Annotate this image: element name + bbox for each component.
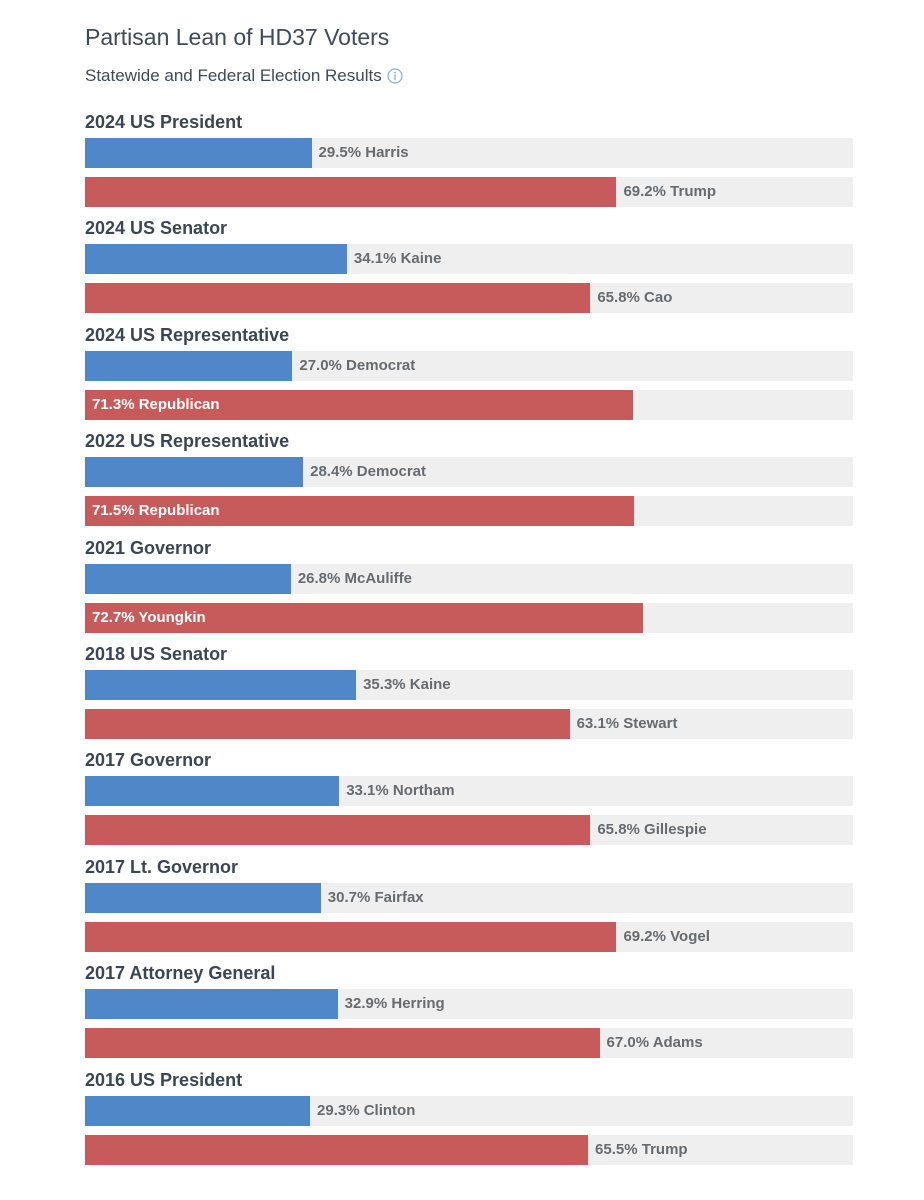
democrat-bar-track: 34.1% Kaine — [85, 244, 853, 275]
republican-bar-track: 72.7% Youngkin — [85, 602, 853, 633]
republican-data-label: 65.8% Gillespie — [597, 821, 707, 839]
race-group: 2022 US Representative 28.4% Democrat 71.5… — [85, 429, 853, 535]
race-title: 2017 Lt. Governor — [85, 856, 239, 877]
info-circle-icon[interactable] — [387, 68, 403, 84]
race-title: 2017 Governor — [85, 750, 212, 771]
democrat-bar-track: 27.0% Democrat — [85, 350, 853, 381]
republican-data-label: 65.5% Trump — [595, 1140, 688, 1158]
democrat-data-label: 34.1% Kaine — [353, 250, 442, 268]
democrat-data-label: 32.9% Herring — [344, 995, 445, 1013]
democrat-bar — [85, 776, 340, 807]
democrat-data-label: 26.8% McAuliffe — [297, 569, 413, 587]
race-group: 2024 US President 29.5% Harris 69.2% Trump — [85, 110, 853, 216]
race-title: 2024 US President — [85, 112, 243, 132]
info-circle-icon-svg — [387, 68, 403, 84]
race-title: 2022 US Representative — [85, 431, 290, 452]
race-group: 2018 US Senator 35.3% Kaine 63.1% Stewart — [85, 642, 853, 748]
republican-bar — [85, 283, 591, 314]
republican-bar-track: 65.8% Gillespie — [85, 815, 853, 846]
democrat-data-label: 35.3% Kaine — [363, 675, 451, 693]
race-title: 2021 Governor — [85, 537, 212, 558]
democrat-bar-track: 29.3% Clinton — [85, 1095, 853, 1126]
race-group: 2017 Lt. Governor 30.7% Fairfax 69.2% Voge… — [85, 855, 853, 961]
republican-bar-track: 65.5% Trump — [85, 1134, 853, 1165]
results-chart: 2024 US President 29.5% Harris 69.2% Trump… — [85, 110, 853, 1174]
republican-data-label: 69.2% Vogel — [623, 927, 710, 945]
race-title: 2017 Attorney General — [85, 963, 276, 984]
race-group: 2024 US Senator 34.1% Kaine 65.8% Cao — [85, 216, 853, 322]
republican-bar — [85, 496, 635, 527]
republican-data-label: 65.8% Cao — [597, 289, 673, 307]
republican-bar — [85, 1028, 600, 1059]
democrat-bar — [85, 457, 304, 488]
democrat-bar — [85, 989, 338, 1020]
race-group: 2024 US Representative 27.0% Democrat 71.3… — [85, 323, 853, 429]
republican-bar — [85, 389, 633, 420]
democrat-data-label: 27.0% Democrat — [299, 356, 416, 374]
race-group: 2021 Governor 26.8% McAuliffe 72.7% Youngk… — [85, 536, 853, 642]
republican-bar-track: 69.2% Trump — [85, 177, 853, 207]
race-group: 2017 Governor 33.1% Northam 65.8% Gillespi… — [85, 748, 853, 854]
republican-data-label: 69.2% Trump — [623, 183, 716, 200]
republican-bar — [85, 815, 591, 846]
democrat-bar-track: 26.8% McAuliffe — [85, 563, 853, 594]
democrat-data-label: 29.5% Harris — [318, 144, 409, 161]
democrat-bar-track: 29.5% Harris — [85, 138, 853, 168]
democrat-bar-track: 32.9% Herring — [85, 989, 853, 1020]
race-title: 2016 US President — [85, 1069, 243, 1090]
race-title: 2018 US Senator — [85, 643, 228, 664]
race-group: 2017 Attorney General 32.9% Herring 67.0% … — [85, 961, 853, 1067]
republican-bar — [85, 602, 644, 633]
republican-data-label: 63.1% Stewart — [576, 714, 678, 732]
democrat-data-label: 33.1% Northam — [346, 782, 455, 800]
democrat-bar-track: 35.3% Kaine — [85, 669, 853, 700]
republican-bar-track: 71.3% Republican — [85, 389, 853, 420]
republican-bar-track: 67.0% Adams — [85, 1028, 853, 1059]
democrat-bar — [85, 563, 291, 594]
democrat-bar — [85, 244, 347, 275]
republican-data-label: 67.0% Adams — [606, 1034, 703, 1052]
republican-data-label: 72.7% Youngkin — [92, 608, 206, 626]
republican-bar-track: 65.8% Cao — [85, 283, 853, 314]
subtitle-text: Statewide and Federal Election Results — [85, 66, 382, 85]
democrat-data-label: 28.4% Democrat — [310, 463, 427, 481]
republican-bar-track: 69.2% Vogel — [85, 921, 853, 952]
race-group: 2016 US President 29.3% Clinton 65.5% Trum… — [85, 1068, 853, 1174]
republican-data-label: 71.5% Republican — [92, 502, 220, 520]
democrat-bar — [85, 882, 321, 913]
republican-data-label: 71.3% Republican — [92, 395, 220, 413]
chart-subtitle: Statewide and Federal Election Results — [85, 66, 403, 86]
republican-bar-track: 63.1% Stewart — [85, 708, 853, 739]
democrat-bar — [85, 138, 312, 168]
race-title: 2024 US Senator — [85, 218, 228, 239]
democrat-data-label: 29.3% Clinton — [317, 1101, 416, 1119]
republican-bar-track: 71.5% Republican — [85, 496, 853, 527]
republican-bar — [85, 1134, 589, 1165]
chart-title: Partisan Lean of HD37 Voters — [85, 24, 390, 50]
democrat-bar — [85, 669, 357, 700]
democrat-bar — [85, 1095, 311, 1126]
democrat-bar-track: 28.4% Democrat — [85, 457, 853, 488]
republican-bar — [85, 708, 570, 739]
democrat-data-label: 30.7% Fairfax — [327, 888, 424, 906]
race-title: 2024 US Representative — [85, 324, 290, 345]
democrat-bar-track: 33.1% Northam — [85, 776, 853, 807]
republican-bar — [85, 921, 617, 952]
republican-bar — [85, 177, 617, 207]
democrat-bar — [85, 350, 293, 381]
democrat-bar-track: 30.7% Fairfax — [85, 882, 853, 913]
